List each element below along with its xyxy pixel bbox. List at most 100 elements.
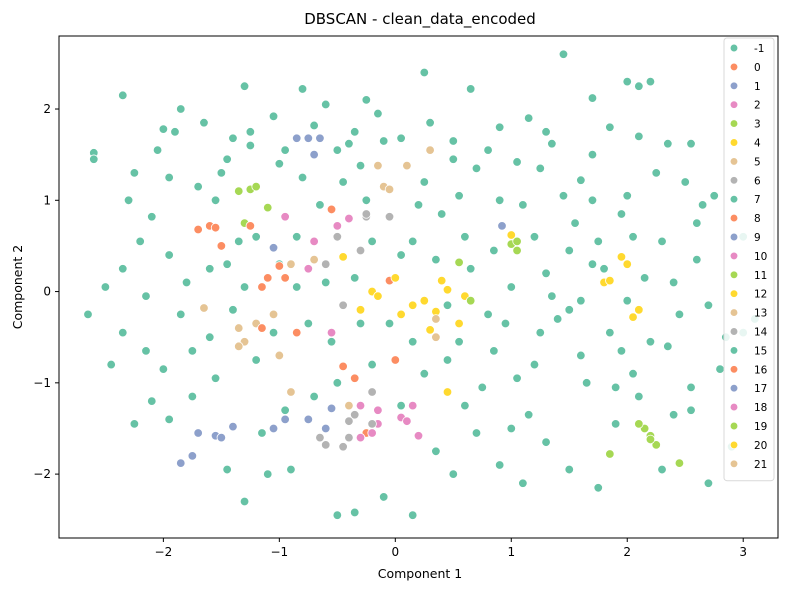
scatter-point-cluster-7: [118, 327, 128, 338]
scatter-point-cluster-7: [518, 478, 528, 488]
scatter-point-cluster-7: [570, 218, 580, 228]
scatter-point-cluster-7: [639, 273, 650, 283]
scatter-point-cluster-7: [448, 469, 458, 479]
legend-marker: [729, 157, 739, 166]
scatter-point-cluster-7: [251, 355, 261, 365]
scatter-point-cluster-7: [205, 332, 215, 342]
x-axis-ticks: −2 −1 0 1 2 3: [155, 538, 747, 559]
scatter-point-cluster-7: [442, 355, 453, 365]
scatter-point-cluster-7: [170, 127, 180, 137]
legend-label: 1: [754, 81, 761, 93]
scatter-point-cluster-7: [141, 291, 151, 301]
scatter-point-cluster-10: [303, 264, 314, 274]
x-tick-label: 0: [391, 545, 399, 559]
scatter-point-cluster-7: [292, 282, 302, 292]
scatter-point-cluster-7: [587, 149, 598, 160]
legend-label: 7: [754, 194, 761, 206]
scatter-point-cluster-7: [147, 396, 157, 406]
scatter-point-cluster-7: [367, 236, 377, 247]
scatter-point-cluster-7: [593, 236, 603, 247]
scatter-point-cluster-10: [355, 400, 366, 411]
scatter-point-cluster-7: [628, 369, 638, 379]
scatter-point-cluster-7: [303, 318, 314, 329]
scatter-point-cluster-7: [193, 181, 203, 192]
legend-marker: [729, 176, 739, 185]
scatter-point-cluster-3: [674, 458, 685, 468]
scatter-point-cluster-7: [158, 364, 169, 374]
scatter-point-cluster-7: [181, 277, 192, 288]
scatter-point-cluster-7: [460, 400, 470, 411]
scatter-point-cluster-7: [634, 131, 644, 142]
scatter-point-cluster-7: [413, 200, 424, 210]
scatter-point-cluster-7: [419, 67, 429, 78]
scatter-point-cluster-4: [425, 325, 435, 335]
scatter-point-cluster-7: [408, 510, 418, 520]
scatter-point-cluster-8: [292, 327, 302, 338]
legend-marker: [729, 195, 739, 204]
scatter-point-cluster-2: [332, 221, 343, 231]
scatter-point-cluster-7: [350, 273, 360, 283]
scatter-point-cluster-7: [465, 84, 476, 94]
scatter-point-cluster-7: [628, 232, 638, 242]
scatter-point-cluster-7: [222, 464, 232, 475]
scatter-point-cluster-7: [576, 295, 586, 306]
scatter-point-cluster-0: [350, 373, 360, 383]
scatter-point-cluster-9: [303, 414, 314, 425]
scatter-point-cluster-5: [234, 323, 244, 333]
scatter-point-cluster-7: [338, 177, 348, 187]
legend-marker: [729, 289, 739, 298]
scatter-point-cluster-1: [303, 133, 314, 143]
scatter-point-cluster-7: [587, 93, 598, 103]
scatter-point-cluster-5: [286, 259, 296, 269]
legend-label: 17: [754, 383, 767, 395]
legend-label: 6: [754, 175, 761, 187]
scatter-point-cluster-7: [176, 309, 186, 320]
scatter-point-cluster-12: [454, 318, 464, 329]
scatter-point-cluster-7: [251, 232, 261, 242]
legend-marker: [729, 365, 739, 374]
scatter-point-cluster-7: [89, 154, 99, 164]
scatter-point-cluster-4: [338, 252, 348, 262]
scatter-point-cluster-3: [605, 449, 615, 459]
legend-marker: [729, 327, 739, 336]
scatter-point-cluster-7: [292, 232, 302, 242]
scatter-point-cluster-7: [512, 373, 522, 383]
legend-marker: [729, 270, 739, 279]
scatter-point-cluster-7: [100, 282, 111, 292]
scatter-point-cluster-6: [321, 440, 331, 450]
scatter-point-cluster-9: [326, 403, 337, 414]
scatter-point-cluster-7: [228, 133, 238, 143]
scatter-point-cluster-9: [268, 243, 279, 253]
scatter-point-cluster-5: [425, 145, 435, 155]
scatter-point-cluster-7: [315, 200, 325, 210]
scatter-point-cluster-7: [239, 496, 250, 507]
scatter-point-cluster-7: [547, 139, 557, 149]
scatter-point-cluster-0: [257, 282, 267, 292]
scatter-point-cluster-7: [518, 200, 528, 210]
scatter-point-cluster-7: [489, 346, 499, 356]
scatter-point-cluster-7: [465, 264, 476, 274]
scatter-point-cluster-4: [390, 273, 401, 283]
scatter-point-cluster-7: [419, 177, 429, 187]
scatter-point-cluster-7: [657, 464, 667, 475]
scatter-point-cluster-7: [379, 136, 389, 146]
scatter-point-cluster-7: [605, 122, 615, 132]
legend-marker: [729, 308, 739, 317]
scatter-point-cluster-7: [176, 104, 186, 114]
scatter-point-cluster-21: [431, 332, 441, 342]
scatter-point-cluster-7: [529, 232, 540, 242]
scatter-point-cluster-7: [408, 337, 418, 347]
scatter-point-cluster-7: [309, 391, 319, 402]
scatter-point-cluster-3: [234, 186, 244, 196]
scatter-point-cluster-7: [506, 423, 516, 434]
scatter-point-cluster-2: [402, 416, 412, 426]
scatter-point-cluster-11: [465, 295, 476, 306]
scatter-point-cluster-4: [436, 275, 447, 286]
scatter-point-cluster-5: [199, 303, 209, 313]
scatter-point-cluster-7: [118, 90, 128, 101]
scatter-point-cluster-1: [193, 428, 203, 438]
scatter-point-cluster-7: [268, 111, 279, 122]
scatter-point-cluster-19: [634, 419, 644, 429]
scatter-point-cluster-7: [535, 163, 545, 174]
scatter-point-cluster-14: [367, 387, 377, 397]
